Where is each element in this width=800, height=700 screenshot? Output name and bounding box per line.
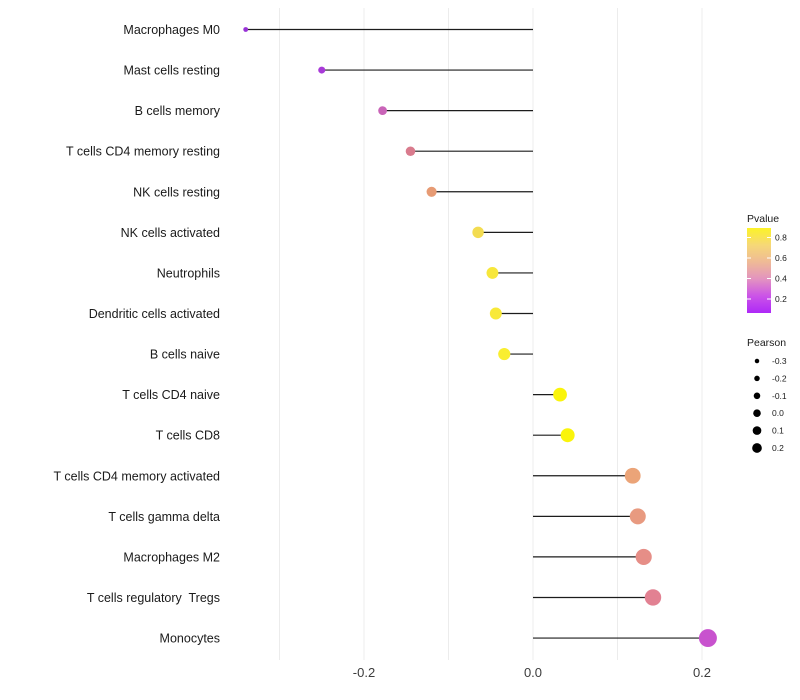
category-label: T cells CD8: [156, 429, 220, 443]
lollipop-dot: [498, 347, 511, 361]
lollipop-dot: [486, 266, 499, 279]
pvalue-legend-title: Pvalue: [747, 213, 779, 225]
category-label: B cells memory: [135, 104, 221, 118]
lollipop-dot: [635, 548, 652, 565]
lollipop-dot: [318, 66, 326, 74]
category-label: Neutrophils: [157, 266, 220, 280]
lollipop-dot: [472, 226, 484, 239]
pearson-size-dot: [752, 426, 762, 435]
pearson-size-label: 0.0: [772, 408, 784, 418]
lollipop-dot: [629, 508, 646, 525]
pvalue-tick-label: 0.8: [775, 233, 787, 243]
pearson-size-label: -0.3: [772, 356, 787, 366]
lollipop-dot: [553, 387, 567, 402]
pearson-size-label: -0.1: [772, 391, 787, 401]
pearson-size-dot: [752, 443, 762, 453]
lollipop-dot: [644, 589, 662, 606]
category-label: B cells naive: [150, 348, 220, 362]
lollipop-dot: [560, 428, 575, 443]
lollipop-dot: [243, 27, 249, 32]
x-axis-tick-label: -0.2: [353, 665, 375, 680]
pvalue-colorbar: [747, 228, 771, 313]
lollipop-dot: [624, 467, 641, 484]
x-axis-tick-label: 0.2: [693, 665, 711, 680]
pvalue-tick-label: 0.4: [775, 274, 787, 284]
category-label: Macrophages M0: [123, 23, 220, 37]
pearson-size-dot: [754, 375, 760, 382]
pvalue-tick-label: 0.6: [775, 253, 787, 263]
category-label: Mast cells resting: [123, 64, 220, 78]
pearson-size-dot: [753, 392, 761, 400]
category-label: T cells regulatory Tregs: [87, 591, 220, 605]
pearson-size-label: 0.2: [772, 443, 784, 453]
x-axis-tick-label: 0.0: [524, 665, 542, 680]
lollipop-dot: [426, 186, 437, 197]
category-label: T cells CD4 memory resting: [66, 145, 220, 159]
lollipop-dot: [378, 106, 387, 116]
category-label: Macrophages M2: [123, 550, 220, 564]
category-label: NK cells resting: [133, 185, 220, 199]
lollipop-dot: [489, 307, 502, 320]
category-label: NK cells activated: [121, 226, 220, 240]
pearson-legend-title: Pearson: [747, 337, 786, 349]
pvalue-tick-label: 0.2: [775, 294, 787, 304]
category-label: T cells gamma delta: [108, 510, 220, 524]
category-label: T cells CD4 naive: [122, 388, 220, 402]
pearson-size-dot: [754, 358, 760, 364]
lollipop-dot: [698, 629, 717, 648]
category-label: Monocytes: [160, 632, 220, 646]
pearson-size-label: -0.2: [772, 373, 787, 383]
category-label: T cells CD4 memory activated: [54, 469, 221, 483]
lollipop-dot: [405, 146, 416, 156]
pearson-size-label: 0.1: [772, 426, 784, 436]
category-label: Dendritic cells activated: [89, 307, 220, 321]
pearson-size-dot: [753, 409, 761, 418]
